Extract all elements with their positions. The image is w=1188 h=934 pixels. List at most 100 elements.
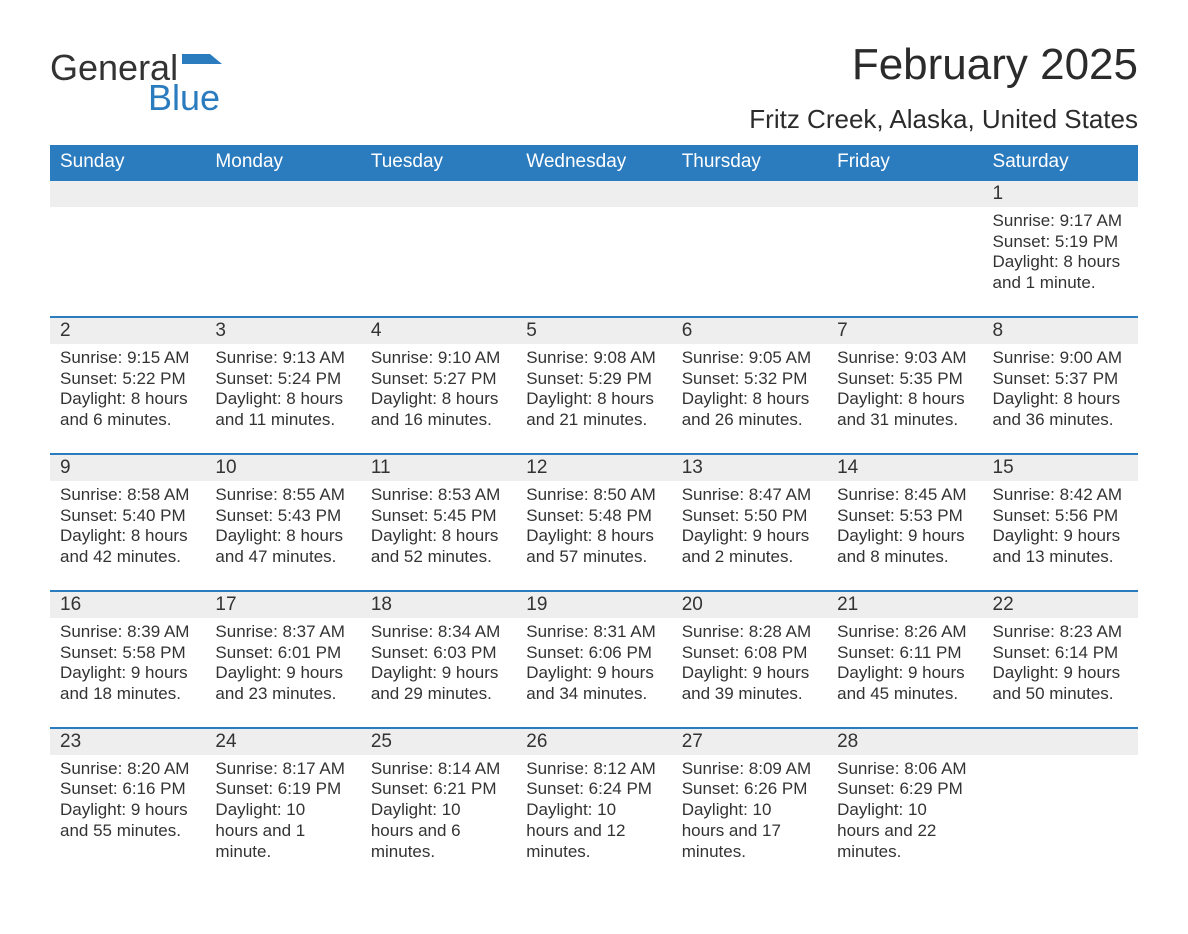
day-number-cell xyxy=(516,180,671,207)
day-content-cell: Sunrise: 8:20 AMSunset: 6:16 PMDaylight:… xyxy=(50,755,205,885)
day-content-cell: Sunrise: 9:15 AMSunset: 5:22 PMDaylight:… xyxy=(50,344,205,454)
day-number-cell: 15 xyxy=(983,454,1138,481)
week-content-row: Sunrise: 8:20 AMSunset: 6:16 PMDaylight:… xyxy=(50,755,1138,885)
sunset-text: Sunset: 6:06 PM xyxy=(526,643,661,664)
day-number-cell: 1 xyxy=(983,180,1138,207)
sunset-text: Sunset: 6:26 PM xyxy=(682,779,817,800)
sunset-text: Sunset: 5:48 PM xyxy=(526,506,661,527)
sunset-text: Sunset: 6:19 PM xyxy=(215,779,350,800)
sunrise-text: Sunrise: 8:23 AM xyxy=(993,622,1128,643)
daylight-text: Daylight: 8 hours and 11 minutes. xyxy=(215,389,350,430)
sunset-text: Sunset: 6:11 PM xyxy=(837,643,972,664)
day-content-cell: Sunrise: 9:00 AMSunset: 5:37 PMDaylight:… xyxy=(983,344,1138,454)
day-content-cell: Sunrise: 8:28 AMSunset: 6:08 PMDaylight:… xyxy=(672,618,827,728)
sunrise-text: Sunrise: 8:55 AM xyxy=(215,485,350,506)
sunset-text: Sunset: 5:22 PM xyxy=(60,369,195,390)
week-content-row: Sunrise: 8:58 AMSunset: 5:40 PMDaylight:… xyxy=(50,481,1138,591)
sunset-text: Sunset: 5:40 PM xyxy=(60,506,195,527)
daylight-text: Daylight: 9 hours and 18 minutes. xyxy=(60,663,195,704)
header: General Blue February 2025 Fritz Creek, … xyxy=(50,40,1138,145)
weekday-header: Thursday xyxy=(672,145,827,180)
sunrise-text: Sunrise: 8:58 AM xyxy=(60,485,195,506)
sunrise-text: Sunrise: 9:03 AM xyxy=(837,348,972,369)
week-daynum-row: 1 xyxy=(50,180,1138,207)
week-content-row: Sunrise: 9:17 AMSunset: 5:19 PMDaylight:… xyxy=(50,207,1138,317)
week-daynum-row: 9101112131415 xyxy=(50,454,1138,481)
day-number-cell: 19 xyxy=(516,591,671,618)
day-content-cell: Sunrise: 8:31 AMSunset: 6:06 PMDaylight:… xyxy=(516,618,671,728)
daylight-text: Daylight: 8 hours and 1 minute. xyxy=(993,252,1128,293)
day-content-cell: Sunrise: 9:13 AMSunset: 5:24 PMDaylight:… xyxy=(205,344,360,454)
sunset-text: Sunset: 5:29 PM xyxy=(526,369,661,390)
daylight-text: Daylight: 9 hours and 45 minutes. xyxy=(837,663,972,704)
day-number-cell: 25 xyxy=(361,728,516,755)
daylight-text: Daylight: 8 hours and 16 minutes. xyxy=(371,389,506,430)
title-block: February 2025 Fritz Creek, Alaska, Unite… xyxy=(749,40,1138,145)
sunset-text: Sunset: 5:53 PM xyxy=(837,506,972,527)
flag-icon xyxy=(182,50,222,79)
daylight-text: Daylight: 9 hours and 2 minutes. xyxy=(682,526,817,567)
sunrise-text: Sunrise: 8:42 AM xyxy=(993,485,1128,506)
sunrise-text: Sunrise: 8:28 AM xyxy=(682,622,817,643)
day-number-cell: 4 xyxy=(361,317,516,344)
sunrise-text: Sunrise: 8:17 AM xyxy=(215,759,350,780)
sunrise-text: Sunrise: 9:15 AM xyxy=(60,348,195,369)
sunrise-text: Sunrise: 8:47 AM xyxy=(682,485,817,506)
day-number-cell xyxy=(672,180,827,207)
sunrise-text: Sunrise: 9:05 AM xyxy=(682,348,817,369)
day-number-cell: 22 xyxy=(983,591,1138,618)
day-number-cell: 2 xyxy=(50,317,205,344)
day-number-cell: 28 xyxy=(827,728,982,755)
sunrise-text: Sunrise: 9:10 AM xyxy=(371,348,506,369)
sunset-text: Sunset: 5:56 PM xyxy=(993,506,1128,527)
daylight-text: Daylight: 8 hours and 31 minutes. xyxy=(837,389,972,430)
day-content-cell: Sunrise: 8:34 AMSunset: 6:03 PMDaylight:… xyxy=(361,618,516,728)
sunset-text: Sunset: 5:43 PM xyxy=(215,506,350,527)
day-number-cell: 20 xyxy=(672,591,827,618)
day-content-cell: Sunrise: 8:06 AMSunset: 6:29 PMDaylight:… xyxy=(827,755,982,885)
sunrise-text: Sunrise: 8:34 AM xyxy=(371,622,506,643)
day-content-cell: Sunrise: 8:47 AMSunset: 5:50 PMDaylight:… xyxy=(672,481,827,591)
week-daynum-row: 16171819202122 xyxy=(50,591,1138,618)
weekday-header: Saturday xyxy=(983,145,1138,180)
day-content-cell xyxy=(516,207,671,317)
day-number-cell: 10 xyxy=(205,454,360,481)
day-content-cell: Sunrise: 9:17 AMSunset: 5:19 PMDaylight:… xyxy=(983,207,1138,317)
daylight-text: Daylight: 10 hours and 12 minutes. xyxy=(526,800,661,862)
day-content-cell: Sunrise: 8:17 AMSunset: 6:19 PMDaylight:… xyxy=(205,755,360,885)
day-content-cell: Sunrise: 8:55 AMSunset: 5:43 PMDaylight:… xyxy=(205,481,360,591)
daylight-text: Daylight: 8 hours and 26 minutes. xyxy=(682,389,817,430)
day-content-cell xyxy=(50,207,205,317)
day-number-cell: 21 xyxy=(827,591,982,618)
sunset-text: Sunset: 5:58 PM xyxy=(60,643,195,664)
day-content-cell xyxy=(205,207,360,317)
sunrise-text: Sunrise: 8:37 AM xyxy=(215,622,350,643)
daylight-text: Daylight: 8 hours and 42 minutes. xyxy=(60,526,195,567)
day-number-cell: 16 xyxy=(50,591,205,618)
week-daynum-row: 232425262728 xyxy=(50,728,1138,755)
weekday-header: Tuesday xyxy=(361,145,516,180)
day-content-cell: Sunrise: 8:58 AMSunset: 5:40 PMDaylight:… xyxy=(50,481,205,591)
sunrise-text: Sunrise: 8:20 AM xyxy=(60,759,195,780)
sunset-text: Sunset: 6:21 PM xyxy=(371,779,506,800)
sunset-text: Sunset: 5:35 PM xyxy=(837,369,972,390)
daylight-text: Daylight: 9 hours and 8 minutes. xyxy=(837,526,972,567)
day-number-cell: 7 xyxy=(827,317,982,344)
sunrise-text: Sunrise: 8:31 AM xyxy=(526,622,661,643)
day-number-cell: 12 xyxy=(516,454,671,481)
day-number-cell xyxy=(983,728,1138,755)
sunset-text: Sunset: 6:29 PM xyxy=(837,779,972,800)
day-content-cell: Sunrise: 8:37 AMSunset: 6:01 PMDaylight:… xyxy=(205,618,360,728)
day-number-cell xyxy=(827,180,982,207)
sunrise-text: Sunrise: 8:09 AM xyxy=(682,759,817,780)
brand-logo: General Blue xyxy=(50,50,222,116)
sunrise-text: Sunrise: 8:26 AM xyxy=(837,622,972,643)
sunset-text: Sunset: 6:03 PM xyxy=(371,643,506,664)
day-number-cell: 13 xyxy=(672,454,827,481)
daylight-text: Daylight: 8 hours and 52 minutes. xyxy=(371,526,506,567)
day-content-cell: Sunrise: 8:23 AMSunset: 6:14 PMDaylight:… xyxy=(983,618,1138,728)
day-number-cell: 8 xyxy=(983,317,1138,344)
day-number-cell: 11 xyxy=(361,454,516,481)
sunrise-text: Sunrise: 9:08 AM xyxy=(526,348,661,369)
week-content-row: Sunrise: 9:15 AMSunset: 5:22 PM Daylight:… xyxy=(50,344,1138,454)
